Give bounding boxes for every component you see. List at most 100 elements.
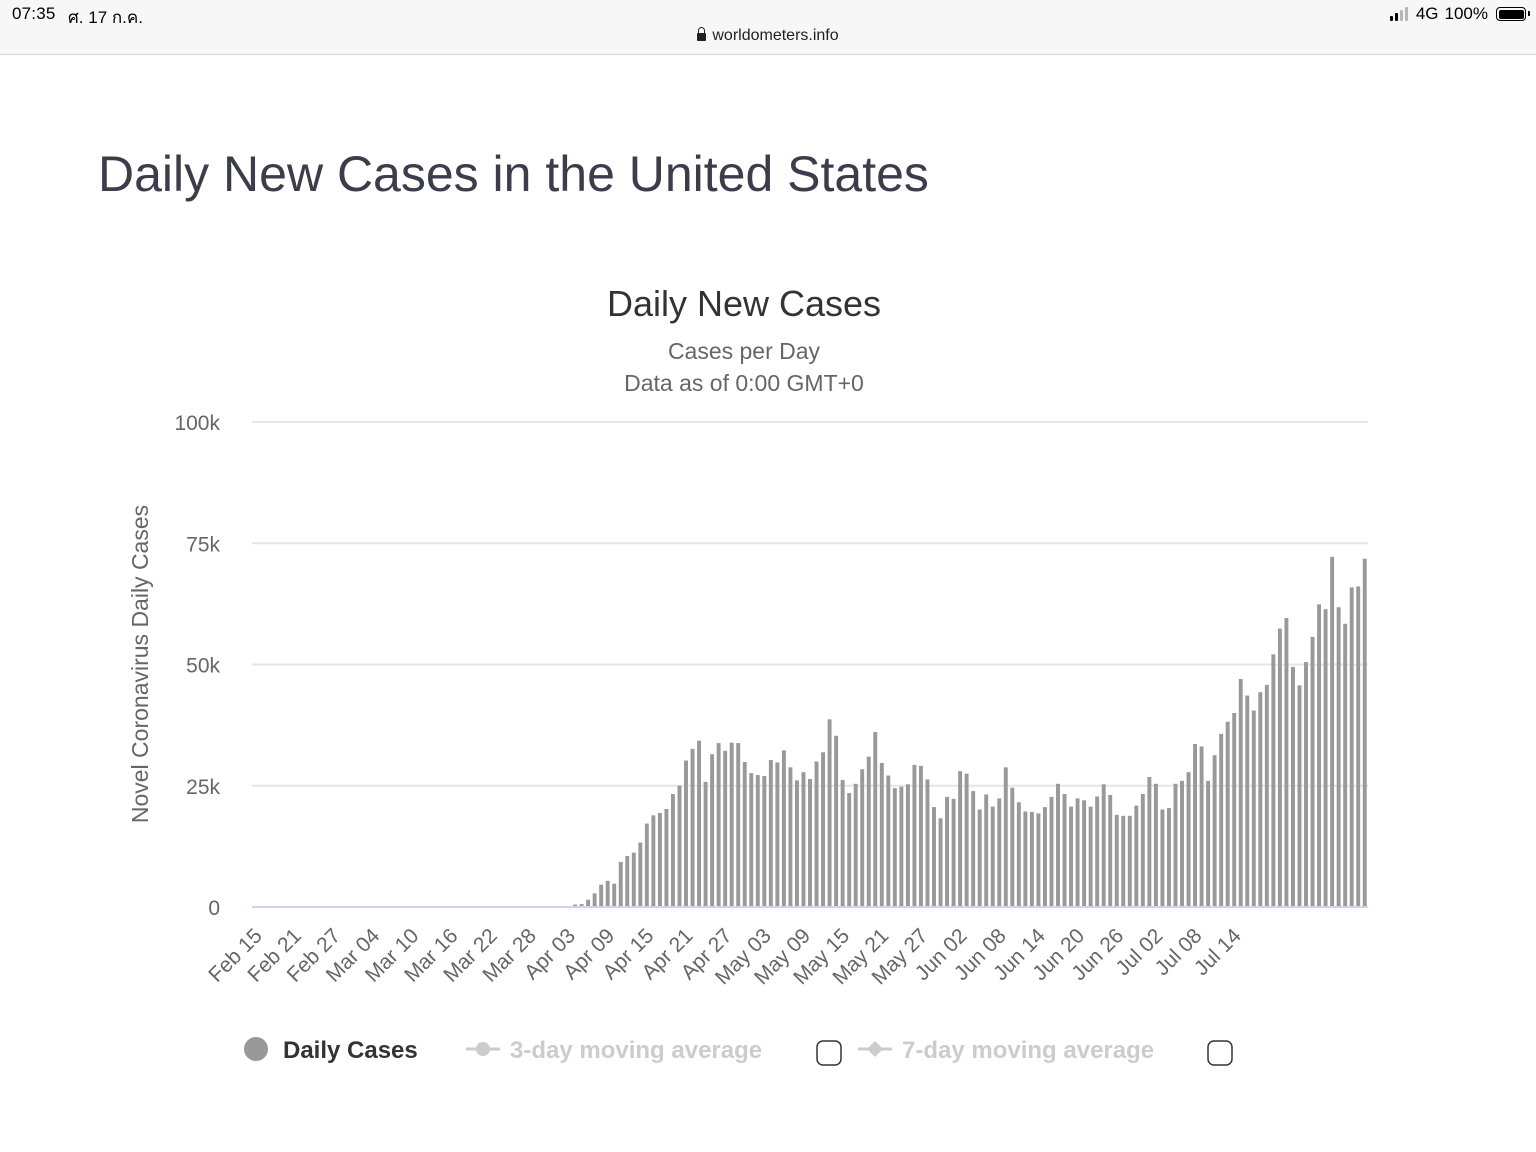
daily-cases-bar[interactable] — [1356, 586, 1361, 907]
daily-cases-bar[interactable] — [729, 742, 734, 907]
daily-cases-bar[interactable] — [644, 823, 649, 907]
daily-cases-bar[interactable] — [932, 807, 936, 907]
daily-cases-bar[interactable] — [664, 809, 669, 907]
daily-cases-bar[interactable] — [742, 761, 747, 907]
daily-cases-bar[interactable] — [945, 796, 950, 907]
daily-cases-bar[interactable] — [801, 772, 806, 907]
daily-cases-bar[interactable] — [586, 899, 591, 907]
daily-cases-bar[interactable] — [684, 760, 688, 907]
daily-cases-bar[interactable] — [762, 776, 767, 907]
daily-cases-bar[interactable] — [1023, 811, 1028, 907]
daily-cases-bar[interactable] — [892, 788, 897, 907]
daily-cases-bar[interactable] — [814, 761, 819, 908]
daily-cases-bar[interactable] — [1186, 772, 1191, 907]
daily-cases-bar[interactable] — [1166, 808, 1171, 907]
daily-cases-bar[interactable] — [1029, 811, 1034, 907]
daily-cases-bar[interactable] — [1140, 794, 1145, 907]
daily-cases-bar[interactable] — [1042, 807, 1047, 907]
daily-cases-bar[interactable] — [716, 743, 721, 907]
daily-cases-bar[interactable] — [1010, 787, 1015, 907]
daily-cases-bar[interactable] — [690, 748, 695, 907]
daily-cases-bar[interactable] — [1323, 609, 1328, 907]
daily-cases-bar[interactable] — [670, 794, 675, 907]
daily-cases-bar[interactable] — [1310, 636, 1315, 907]
daily-cases-bar[interactable] — [592, 893, 597, 907]
daily-cases-bar[interactable] — [860, 769, 865, 907]
daily-cases-bar[interactable] — [651, 815, 656, 907]
daily-cases-bar[interactable] — [612, 883, 617, 907]
daily-cases-bar[interactable] — [736, 743, 741, 907]
daily-cases-bar[interactable] — [840, 779, 845, 907]
daily-cases-bar[interactable] — [1199, 746, 1204, 907]
daily-cases-bar[interactable] — [997, 798, 1002, 907]
legend-daily-cases[interactable]: Daily Cases — [283, 1037, 418, 1064]
daily-cases-bar[interactable] — [847, 793, 852, 907]
daily-cases-bar[interactable] — [1297, 685, 1302, 907]
legend-3day-checkbox[interactable] — [816, 1040, 842, 1066]
daily-cases-bar[interactable] — [1153, 783, 1158, 907]
daily-cases-bar[interactable] — [1238, 679, 1243, 907]
daily-cases-bar[interactable] — [631, 852, 636, 907]
daily-cases-bar[interactable] — [599, 884, 604, 907]
daily-cases-bar[interactable] — [1284, 617, 1289, 907]
daily-cases-bar[interactable] — [1362, 558, 1367, 907]
legend-3day-marker-icon[interactable] — [476, 1042, 490, 1056]
daily-cases-bar[interactable] — [1101, 784, 1106, 907]
daily-cases-bar[interactable] — [1212, 755, 1217, 907]
legend-3day-average[interactable]: 3-day moving average — [510, 1037, 762, 1064]
daily-cases-bar[interactable] — [1317, 604, 1322, 907]
daily-cases-bar[interactable] — [1343, 623, 1348, 907]
daily-cases-bar[interactable] — [781, 750, 786, 907]
daily-cases-bar[interactable] — [573, 904, 578, 907]
daily-cases-bar[interactable] — [866, 756, 871, 907]
daily-cases-bar[interactable] — [703, 781, 708, 907]
daily-cases-bar[interactable] — [977, 809, 982, 907]
daily-cases-bar[interactable] — [618, 861, 623, 907]
daily-cases-bar[interactable] — [1219, 733, 1224, 907]
daily-cases-bar[interactable] — [1127, 815, 1132, 907]
daily-cases-bar[interactable] — [638, 842, 643, 908]
daily-cases-bar[interactable] — [1147, 777, 1152, 907]
daily-cases-bar[interactable] — [1251, 710, 1256, 907]
daily-cases-bar[interactable] — [1206, 780, 1211, 907]
daily-cases-bar[interactable] — [951, 798, 956, 907]
legend-7day-average[interactable]: 7-day moving average — [902, 1037, 1154, 1064]
daily-cases-bar[interactable] — [1264, 684, 1269, 907]
daily-cases-bar[interactable] — [1180, 780, 1184, 907]
daily-cases-bar[interactable] — [808, 778, 812, 907]
daily-cases-bar[interactable] — [1173, 783, 1178, 907]
daily-cases-bar[interactable] — [1277, 628, 1282, 907]
daily-cases-bar[interactable] — [834, 735, 839, 907]
daily-cases-bar[interactable] — [794, 780, 799, 907]
daily-cases-bar[interactable] — [964, 773, 969, 908]
daily-cases-bar[interactable] — [971, 791, 976, 907]
daily-cases-bar[interactable] — [879, 762, 884, 907]
daily-cases-bar[interactable] — [1049, 796, 1054, 907]
daily-cases-bar[interactable] — [1062, 794, 1067, 907]
daily-cases-bar[interactable] — [768, 760, 773, 907]
daily-cases-bar[interactable] — [749, 773, 754, 907]
daily-cases-bar[interactable] — [873, 731, 878, 907]
daily-cases-bar[interactable] — [886, 775, 891, 907]
daily-cases-bar[interactable] — [755, 775, 760, 907]
daily-cases-bar[interactable] — [1349, 587, 1354, 907]
daily-cases-bar[interactable] — [918, 765, 923, 907]
daily-cases-bar[interactable] — [958, 771, 963, 907]
daily-cases-bar[interactable] — [1056, 783, 1060, 907]
daily-cases-bar[interactable] — [1082, 800, 1087, 907]
daily-cases-bar[interactable] — [1108, 794, 1113, 907]
daily-cases-bar[interactable] — [990, 806, 995, 907]
daily-cases-bar[interactable] — [1003, 767, 1008, 907]
daily-cases-bar[interactable] — [605, 880, 610, 907]
daily-cases-bar[interactable] — [1304, 662, 1308, 907]
daily-cases-bar[interactable] — [1271, 654, 1276, 907]
daily-cases-bar[interactable] — [1134, 805, 1139, 907]
legend-daily-cases-icon[interactable] — [244, 1037, 268, 1061]
daily-cases-bar[interactable] — [821, 752, 826, 907]
daily-cases-bar[interactable] — [925, 779, 930, 907]
daily-cases-bar[interactable] — [579, 904, 584, 907]
daily-cases-bar[interactable] — [1036, 813, 1041, 907]
daily-cases-bar[interactable] — [853, 783, 858, 907]
daily-cases-bar[interactable] — [723, 750, 728, 907]
legend-7day-checkbox[interactable] — [1207, 1040, 1233, 1066]
